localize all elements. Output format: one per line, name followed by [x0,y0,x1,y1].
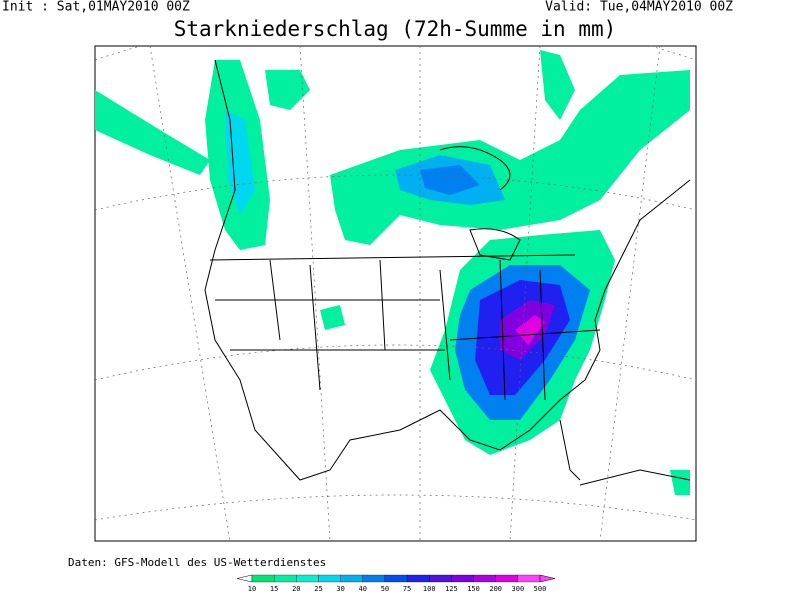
map-shape [599,46,661,541]
colorbar-arrow-high [539,574,556,583]
colorbar-box [517,574,541,583]
map-shape [499,259,506,401]
map-shape [309,264,321,391]
colorbar-box [384,574,408,583]
colorbar-box [495,574,518,583]
g [95,46,696,541]
map-shape [439,146,511,191]
precipitation [95,50,690,495]
colorbar-box [340,574,363,583]
valid-time: Valid: Tue,04MAY2010 00Z [545,0,733,15]
map-shape [539,269,546,401]
colorbar-box [296,574,319,583]
colorbar-box [274,574,297,583]
colorbar-box [318,574,341,583]
map-shape [379,259,386,351]
colorbar-box [451,574,474,583]
map-shape [95,174,696,211]
colorbar-arrow-low [236,574,253,583]
map-shape [95,494,696,521]
colorbar-label: 30 [336,585,344,593]
map-shape [225,110,255,215]
colorbar-label: 25 [314,585,322,593]
map-shape [559,419,581,481]
map-shape [265,70,310,110]
colorbar-box [362,574,386,583]
map [94,45,697,542]
data-source: Daten: GFS-Modell des US-Wetterdienstes [68,556,326,569]
map-shape [439,269,451,381]
colorbar: 10 15 20 25 30 40 50 75 100 125 150 200 300 500 [236,574,556,593]
colorbar-label: 75 [403,585,411,593]
init-time: Init : Sat,01MAY2010 00Z [2,0,190,15]
colorbar-label: 50 [381,585,389,593]
colorbar-label: 500 [534,585,547,593]
colorbar-label: 10 [248,585,256,593]
map-shape [579,469,691,486]
map-shape [330,70,690,245]
colorbar-box [406,574,430,583]
map-title: Starkniederschlag (72h-Summe in mm) [174,17,617,41]
colorbar-label: 20 [292,585,300,593]
map-shape [204,59,691,481]
colorbar-label: 150 [467,585,480,593]
colorbar-label: 100 [423,585,436,593]
map-shape [469,228,521,261]
colorbar-label: 40 [359,585,367,593]
colorbar-box [429,574,452,583]
map-shape [299,46,331,541]
map-shape [95,90,210,175]
map-shape [420,165,480,195]
map-shape [320,305,345,330]
map-shape [509,46,541,541]
graticule [95,46,696,541]
colorbar-box [251,574,275,583]
coastlines [204,59,691,486]
colorbar-box [473,574,496,583]
map-shape [540,50,575,120]
map-shape [670,470,690,495]
colorbar-label: 300 [512,585,525,593]
map-shape [95,344,696,381]
map-shape [515,315,545,345]
colorbar-label: 125 [445,585,458,593]
map-shape [449,329,601,341]
colorbar-label: 200 [489,585,502,593]
colorbar-label: 15 [270,585,278,593]
map-shape [209,254,576,261]
